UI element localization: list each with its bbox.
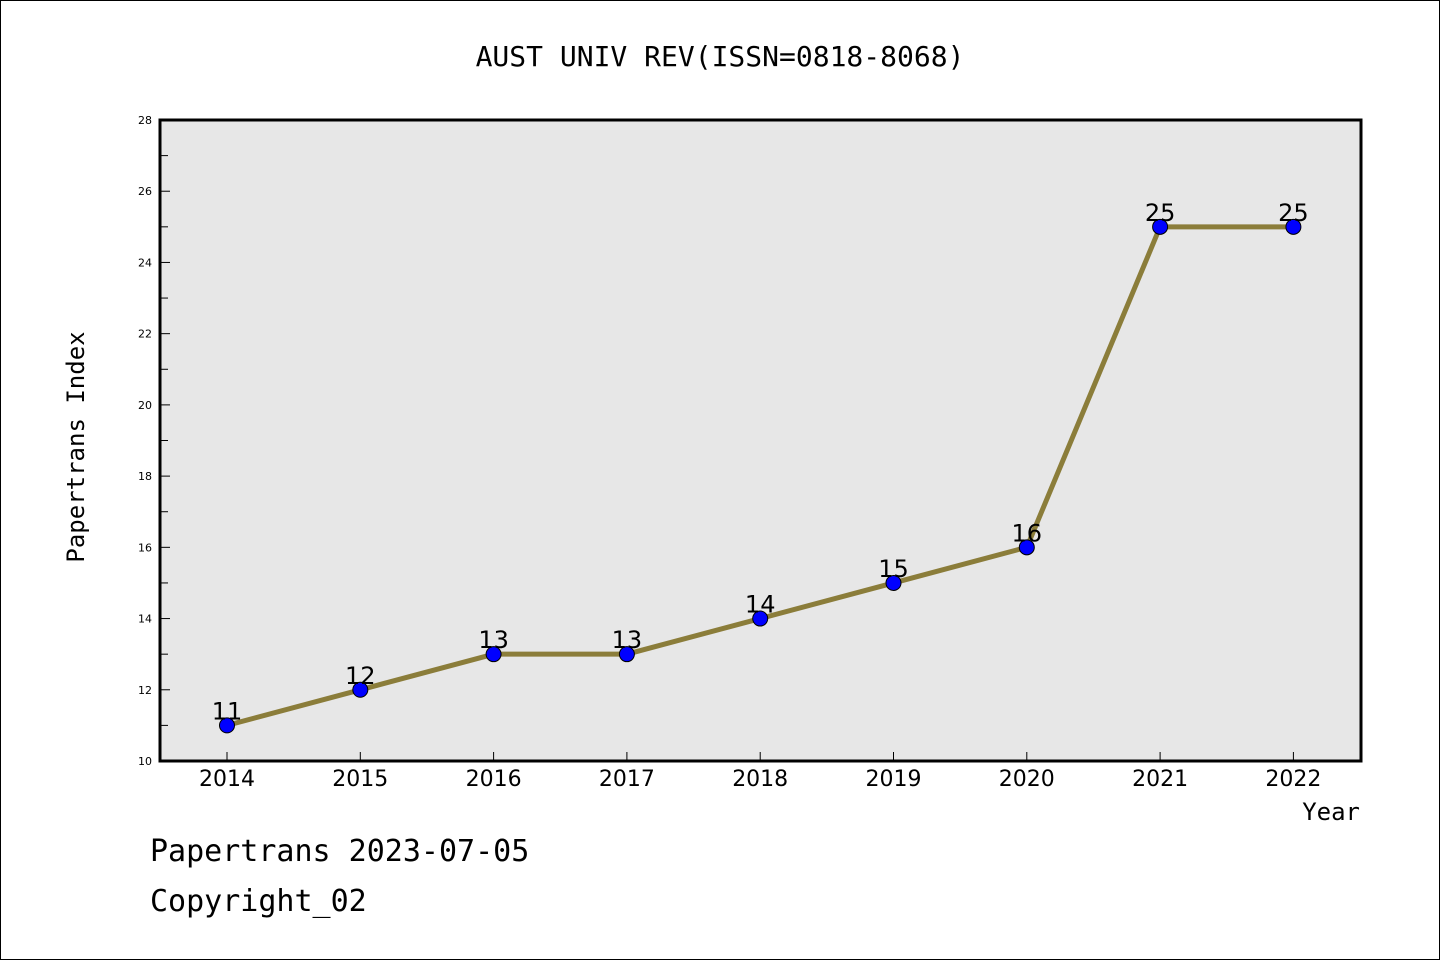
x-tick-label: 2015 (332, 767, 388, 792)
data-point (485, 646, 502, 663)
x-axis-label: Year (1302, 798, 1360, 826)
data-label: 16 (1012, 519, 1043, 547)
data-point (618, 646, 635, 663)
x-tick-label: 2020 (999, 767, 1055, 792)
x-tick-label: 2021 (1132, 767, 1188, 792)
data-label: 25 (1145, 199, 1176, 227)
data-label: 14 (745, 591, 776, 619)
y-tick-label: 10 (138, 755, 152, 768)
x-tick-label: 2018 (732, 767, 788, 792)
footer-copyright: Copyright_02 (150, 884, 367, 919)
x-tick-label: 2022 (1265, 767, 1321, 792)
data-label: 13 (478, 626, 509, 654)
data-point (885, 574, 902, 591)
data-labels: 11 12 13 13 14 15 16 25 25 (212, 199, 1309, 726)
y-tick-label: 28 (138, 114, 152, 127)
data-point (1018, 539, 1035, 556)
data-label: 13 (612, 626, 643, 654)
x-tick-label: 2014 (199, 767, 255, 792)
data-point (352, 681, 369, 698)
y-tick-label: 20 (138, 399, 152, 412)
y-axis: 10 12 14 16 18 20 22 24 26 28 (138, 114, 170, 768)
plot-area (158, 118, 1363, 763)
data-label: 11 (212, 697, 243, 725)
footer-date: Papertrans 2023-07-05 (150, 834, 530, 869)
data-point (752, 610, 769, 627)
y-axis-label: Papertrans Index (62, 331, 90, 562)
data-label: 25 (1278, 199, 1309, 227)
x-tick-label: 2016 (466, 767, 522, 792)
y-tick-label: 26 (138, 185, 152, 198)
x-tick-label: 2019 (866, 767, 922, 792)
x-axis: 2014 2015 2016 2017 2018 2019 2020 2021 2022 (199, 752, 1321, 792)
data-point (1152, 218, 1169, 235)
data-label: 15 (878, 555, 909, 583)
chart-title: AUST UNIV REV(ISSN=0818-8068) (476, 40, 965, 73)
data-point (1285, 218, 1302, 235)
series-line-group (219, 218, 1302, 734)
y-tick-label: 16 (138, 541, 152, 554)
data-label: 12 (345, 662, 376, 690)
y-tick-label: 18 (138, 470, 152, 483)
data-point (219, 717, 235, 734)
y-tick-label: 24 (138, 256, 152, 269)
y-tick-label: 12 (138, 684, 152, 697)
x-tick-label: 2017 (599, 767, 655, 792)
y-tick-label: 14 (138, 613, 152, 626)
y-tick-label: 22 (138, 328, 152, 341)
